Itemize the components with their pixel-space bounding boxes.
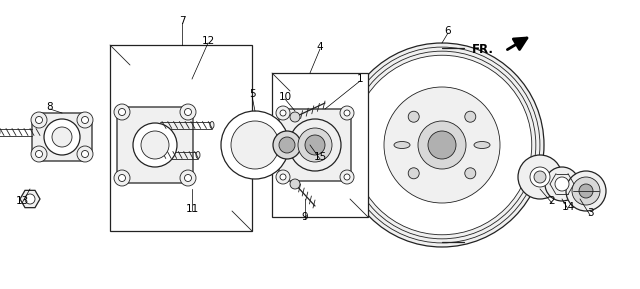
Circle shape xyxy=(114,170,130,186)
Circle shape xyxy=(572,177,600,205)
Text: 6: 6 xyxy=(445,26,451,36)
Circle shape xyxy=(408,111,419,122)
Circle shape xyxy=(298,128,332,162)
Text: 1: 1 xyxy=(356,74,364,84)
Circle shape xyxy=(35,151,42,158)
Circle shape xyxy=(273,131,301,159)
Circle shape xyxy=(534,171,546,183)
Text: 12: 12 xyxy=(202,36,214,46)
Circle shape xyxy=(221,111,289,179)
Circle shape xyxy=(579,184,593,198)
Circle shape xyxy=(52,127,72,147)
Polygon shape xyxy=(279,109,351,181)
Circle shape xyxy=(231,121,279,169)
Circle shape xyxy=(348,51,536,239)
Circle shape xyxy=(25,194,35,204)
Circle shape xyxy=(279,137,295,153)
Circle shape xyxy=(340,106,354,120)
Bar xyxy=(110,45,252,231)
Text: 3: 3 xyxy=(587,208,593,218)
Circle shape xyxy=(44,119,80,155)
Circle shape xyxy=(31,112,47,128)
Circle shape xyxy=(344,110,350,116)
Circle shape xyxy=(340,43,544,247)
Text: 10: 10 xyxy=(278,92,292,102)
Circle shape xyxy=(133,123,177,167)
Text: 2: 2 xyxy=(548,196,556,206)
Circle shape xyxy=(280,174,286,180)
Text: 14: 14 xyxy=(561,202,575,212)
Circle shape xyxy=(305,135,325,155)
Circle shape xyxy=(384,87,500,203)
Text: 7: 7 xyxy=(179,16,186,26)
Text: 11: 11 xyxy=(186,204,198,214)
Ellipse shape xyxy=(474,142,490,149)
Circle shape xyxy=(290,112,300,122)
Circle shape xyxy=(180,170,196,186)
Text: 8: 8 xyxy=(47,102,53,112)
Text: 9: 9 xyxy=(301,212,308,222)
Ellipse shape xyxy=(196,151,200,158)
Circle shape xyxy=(141,131,169,159)
Circle shape xyxy=(566,171,606,211)
Circle shape xyxy=(184,175,191,181)
Circle shape xyxy=(35,116,42,123)
Circle shape xyxy=(77,146,93,162)
Circle shape xyxy=(276,170,290,184)
Circle shape xyxy=(81,151,88,158)
Text: 5: 5 xyxy=(249,89,255,99)
Ellipse shape xyxy=(394,142,410,149)
Circle shape xyxy=(518,155,562,199)
Circle shape xyxy=(77,112,93,128)
Circle shape xyxy=(408,168,419,179)
Circle shape xyxy=(344,174,350,180)
Text: 15: 15 xyxy=(314,152,326,162)
Circle shape xyxy=(555,177,569,191)
Circle shape xyxy=(545,167,579,201)
Circle shape xyxy=(276,106,290,120)
Polygon shape xyxy=(20,190,40,208)
Circle shape xyxy=(114,104,130,120)
Circle shape xyxy=(118,175,125,181)
Circle shape xyxy=(344,47,540,243)
Circle shape xyxy=(530,167,550,187)
Circle shape xyxy=(465,168,476,179)
Circle shape xyxy=(340,170,354,184)
Circle shape xyxy=(289,119,341,171)
Circle shape xyxy=(290,179,300,189)
Circle shape xyxy=(31,146,47,162)
Circle shape xyxy=(418,121,466,169)
Circle shape xyxy=(280,110,286,116)
Text: 13: 13 xyxy=(15,196,29,206)
Circle shape xyxy=(81,116,88,123)
Circle shape xyxy=(465,111,476,122)
Polygon shape xyxy=(117,107,193,183)
Circle shape xyxy=(180,104,196,120)
Circle shape xyxy=(352,55,532,235)
Text: FR.: FR. xyxy=(472,42,494,55)
Text: 4: 4 xyxy=(317,42,323,52)
Circle shape xyxy=(184,108,191,116)
Ellipse shape xyxy=(210,121,214,129)
Circle shape xyxy=(428,131,456,159)
Polygon shape xyxy=(32,113,92,161)
Bar xyxy=(272,73,368,217)
Circle shape xyxy=(118,108,125,116)
